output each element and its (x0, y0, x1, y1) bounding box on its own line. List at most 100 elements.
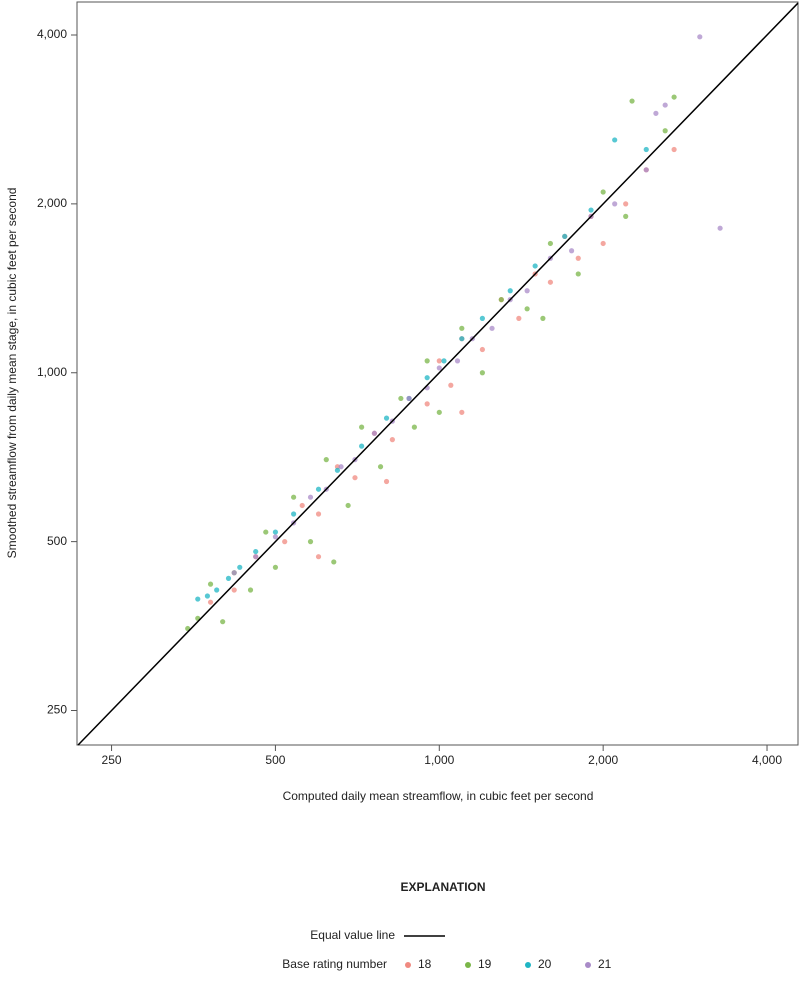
scatter-point (612, 201, 618, 207)
scatter-point (383, 415, 390, 421)
scatter-point (338, 464, 344, 470)
scatter-point (253, 548, 259, 555)
legend-marker (405, 962, 411, 968)
scatter-point (207, 599, 214, 605)
equal-value-line (77, 2, 799, 746)
scatter-point (345, 502, 351, 509)
y-tick-label: 250 (47, 703, 67, 717)
scatter-point (671, 94, 677, 100)
scatter-point (662, 128, 668, 134)
scatter-point (540, 315, 546, 321)
scatter-point (697, 34, 703, 40)
scatter-point (448, 382, 454, 388)
scatter-point (359, 424, 365, 430)
x-tick-label: 2,000 (588, 753, 618, 767)
legend-title: EXPLANATION (400, 880, 485, 894)
scatter-point (204, 593, 211, 599)
scatter-point (489, 325, 495, 331)
scatter-point (436, 358, 442, 364)
x-tick-label: 1,000 (424, 753, 454, 767)
legend-label: 20 (538, 957, 552, 971)
scatter-point (334, 467, 341, 473)
legend-marker (525, 962, 531, 968)
scatter-point (600, 189, 606, 195)
scatter-point (717, 225, 723, 231)
scatter-point (237, 564, 243, 570)
scatter-point (623, 201, 629, 207)
scatter-point (231, 587, 237, 593)
scatter-point (282, 539, 288, 545)
scatter-point (398, 395, 404, 402)
scatter-point (231, 570, 237, 576)
scatter-point (291, 511, 297, 517)
x-tick-label: 4,000 (752, 753, 782, 767)
scatter-point (247, 587, 254, 593)
scatter-point (507, 288, 513, 294)
scatter-point (547, 279, 554, 285)
scatter-point (516, 315, 522, 321)
scatter-point (575, 255, 581, 261)
scatter-point (195, 596, 201, 602)
legend-label: 18 (418, 957, 432, 971)
scatter-point (662, 102, 668, 108)
scatter-point (220, 619, 226, 625)
scatter-point (612, 137, 618, 143)
scatter-point (568, 248, 575, 254)
scatter-point (459, 325, 465, 331)
y-tick-label: 1,000 (37, 365, 67, 379)
scatter-point (588, 207, 594, 213)
scatter-point (524, 306, 530, 312)
legend-label: Base rating number (282, 957, 387, 971)
scatter-point (377, 464, 384, 470)
scatter-point (263, 529, 269, 535)
scatter-point (406, 395, 412, 402)
legend-label: Equal value line (310, 928, 395, 942)
scatter-point (383, 478, 390, 485)
scatter-point (575, 271, 581, 277)
scatter-point (424, 375, 430, 381)
scatter-point (643, 146, 649, 153)
scatter-point (315, 554, 322, 560)
scatter-point (389, 437, 395, 443)
scatter-point (479, 315, 485, 321)
scatter-point (307, 539, 314, 545)
scatter-point (524, 288, 530, 294)
legend-label: 21 (598, 957, 612, 971)
scatter-point (643, 167, 649, 173)
scatter-point (479, 346, 485, 353)
scatter-point (307, 494, 314, 500)
scatter-point (532, 263, 538, 269)
y-tick-label: 2,000 (37, 196, 67, 210)
legend-marker (585, 962, 591, 968)
y-tick-label: 500 (47, 534, 67, 548)
scatter-point (207, 581, 214, 587)
scatter-point (334, 464, 341, 470)
scatter-point (454, 358, 461, 364)
y-tick-label: 4,000 (37, 27, 67, 41)
scatter-point (272, 564, 279, 570)
scatter-point (315, 511, 322, 517)
scatter-point (411, 424, 417, 430)
scatter-point (225, 575, 232, 581)
scatter-point (424, 401, 430, 407)
scatter-point (315, 486, 322, 492)
y-axis-label: Smoothed streamflow from daily mean stag… (5, 188, 19, 559)
scatter-point (214, 587, 220, 593)
x-tick-label: 500 (265, 753, 285, 767)
scatter-point (479, 370, 485, 376)
scatter-point (671, 146, 677, 153)
scatter-point (323, 457, 329, 463)
scatter-point (371, 430, 378, 436)
scatter-point (359, 443, 365, 449)
plot-frame (76, 1, 799, 746)
scatter-point (352, 475, 358, 481)
scatter-point (623, 213, 629, 219)
scatter-point (600, 240, 606, 247)
scatter-point (299, 502, 305, 509)
scatter-point (498, 297, 504, 303)
x-axis-label: Computed daily mean streamflow, in cubic… (283, 789, 594, 803)
scatter-point (547, 240, 554, 247)
scatter-point (272, 529, 279, 535)
